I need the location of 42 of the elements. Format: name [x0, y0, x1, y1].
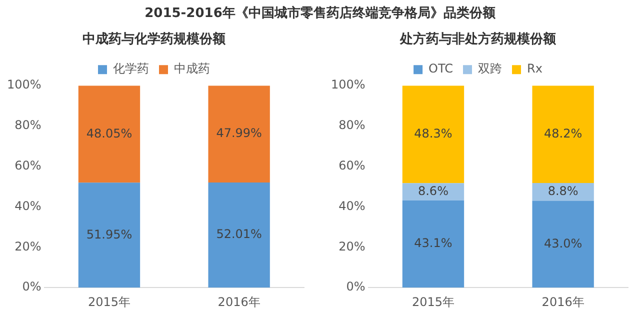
data-label: 43.1% — [414, 236, 452, 250]
data-label: 52.01% — [216, 227, 262, 242]
legend-label: 化学药 — [113, 62, 149, 76]
data-label: 8.6% — [418, 184, 448, 198]
data-label: 48.2% — [544, 126, 582, 140]
data-label: 51.95% — [86, 227, 132, 242]
bar — [208, 182, 270, 288]
y-tick-label: 0% — [346, 280, 366, 294]
legend-label: Rx — [527, 62, 542, 76]
data-label: 8.8% — [548, 184, 578, 198]
data-label: 43.0% — [544, 236, 582, 250]
x-tick-label: 2016年 — [542, 294, 584, 309]
x-tick-label: 2015年 — [88, 294, 131, 309]
y-tick-label: 60% — [338, 158, 366, 173]
legend-label: 双跨 — [478, 62, 502, 76]
data-label: 48.05% — [86, 126, 132, 140]
bar — [532, 200, 594, 288]
x-tick-label: 2016年 — [218, 294, 260, 309]
chart-title: 中成药与化学药规模份额 — [82, 31, 226, 48]
text: 2015-2016年《中国城市零售药店终端竞争格局》品类份额 — [144, 4, 496, 23]
bar — [532, 86, 594, 183]
y-tick-label: 80% — [14, 118, 42, 132]
y-tick-label: 60% — [14, 158, 42, 173]
bar — [402, 86, 464, 184]
data-label: 47.99% — [216, 126, 262, 140]
bar — [402, 200, 464, 288]
chart-title: 处方药与非处方药规模份额 — [399, 31, 557, 48]
y-tick-label: 80% — [338, 118, 366, 132]
y-tick-label: 100% — [330, 78, 366, 92]
bar — [78, 86, 140, 183]
y-tick-label: 40% — [14, 198, 42, 213]
x-tick-label: 2015年 — [412, 294, 455, 309]
y-tick-label: 20% — [338, 239, 366, 254]
y-tick-label: 100% — [6, 78, 42, 92]
y-tick-label: 20% — [14, 239, 42, 254]
data-label: 48.3% — [414, 126, 452, 141]
y-tick-label: 40% — [338, 198, 366, 213]
bar — [78, 182, 140, 288]
y-tick-label: 0% — [22, 280, 42, 294]
legend-label: 中成药 — [174, 62, 210, 76]
bar — [208, 86, 270, 183]
legend-label: OTC — [428, 62, 454, 76]
